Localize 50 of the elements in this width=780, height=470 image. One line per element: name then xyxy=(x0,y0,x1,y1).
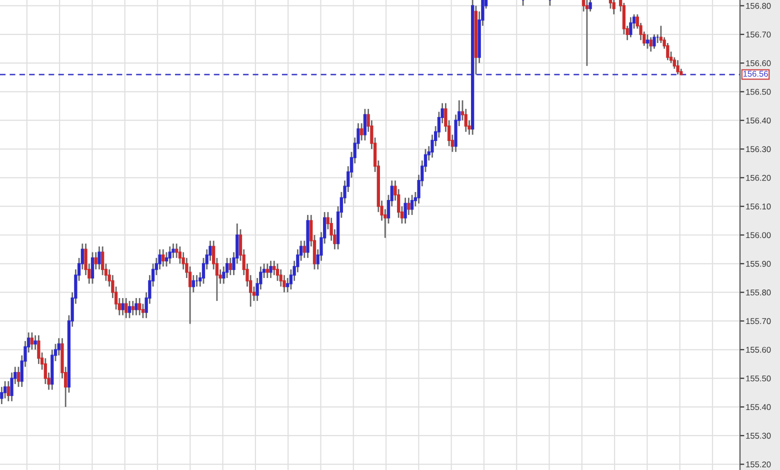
candlestick xyxy=(612,0,616,16)
candlestick xyxy=(269,260,272,279)
y-tick-label: 156.50 xyxy=(746,88,771,95)
candlestick xyxy=(629,16,632,38)
y-tick-label: 156.20 xyxy=(746,174,771,181)
candlestick xyxy=(228,257,232,276)
candlestick xyxy=(585,0,589,67)
candlestick xyxy=(138,297,142,316)
ref-line-label: 156.56 xyxy=(743,70,768,77)
candlestick xyxy=(6,380,10,402)
candlestick xyxy=(128,300,132,319)
candlestick xyxy=(646,34,650,50)
candlestick xyxy=(94,252,98,270)
candlestick xyxy=(30,332,34,350)
y-tick-label: 156.60 xyxy=(746,60,771,66)
y-tick-label: 156.00 xyxy=(746,232,771,238)
candlestick xyxy=(90,252,94,284)
y-tick-label: 156.40 xyxy=(746,118,771,124)
candlestick xyxy=(131,300,134,316)
candlestick xyxy=(121,297,124,316)
y-tick-label: 155.80 xyxy=(746,290,771,296)
candlestick xyxy=(168,246,172,264)
candlestick xyxy=(407,197,410,216)
y-tick-label: 156.30 xyxy=(746,146,771,152)
candlestick xyxy=(34,334,37,350)
y-tick-label: 155.40 xyxy=(746,404,771,410)
y-tick-label: 156.70 xyxy=(746,32,771,38)
candlestick xyxy=(192,274,195,294)
candlestick xyxy=(360,122,364,142)
y-tick-label: 155.60 xyxy=(746,346,771,353)
candlestick xyxy=(404,197,407,224)
candlestick xyxy=(266,262,269,279)
candlestick xyxy=(652,34,656,50)
candlestick xyxy=(124,297,128,319)
candlestick xyxy=(162,248,165,268)
y-tick-label: 156.80 xyxy=(746,2,771,9)
candlestick xyxy=(363,108,367,142)
candlestick xyxy=(302,240,306,259)
candlestick xyxy=(649,36,652,52)
y-tick-label: 155.30 xyxy=(746,432,771,439)
candlestick xyxy=(98,246,101,270)
y-tick-label: 155.90 xyxy=(746,260,771,267)
y-tick-label: 155.20 xyxy=(746,461,771,468)
candlestick xyxy=(410,194,414,216)
candlestick xyxy=(676,59,680,76)
candlestick xyxy=(16,366,20,388)
y-tick-label: 155.70 xyxy=(746,318,771,324)
candlestick xyxy=(134,297,138,316)
y-tick-label: 155.50 xyxy=(746,375,771,382)
y-tick-label: 156.10 xyxy=(746,204,771,210)
